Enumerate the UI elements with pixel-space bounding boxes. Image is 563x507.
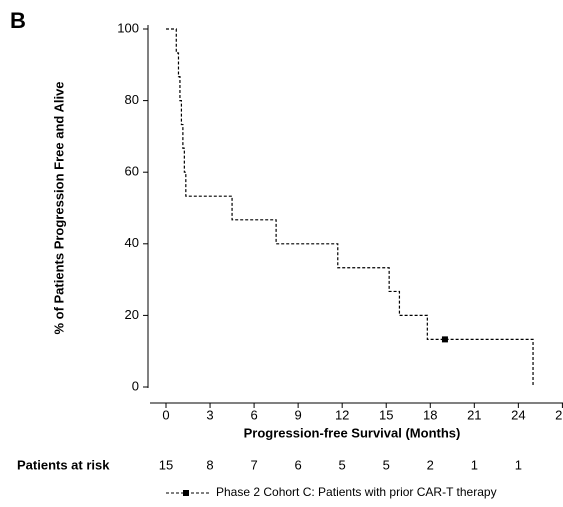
at-risk-count: 8 [206, 457, 213, 472]
at-risk-count: 1 [515, 457, 522, 472]
x-tick-label: 6 [250, 407, 257, 422]
x-tick-label: 27 [555, 407, 563, 422]
x-tick-label: 18 [423, 407, 437, 422]
y-tick-label: 20 [125, 307, 139, 322]
x-tick-label: 3 [206, 407, 213, 422]
at-risk-count: 7 [250, 457, 257, 472]
censor-mark [441, 336, 448, 343]
at-risk-count: 6 [295, 457, 302, 472]
at-risk-count: 15 [159, 457, 173, 472]
y-tick-label: 60 [125, 164, 139, 179]
legend-marker [183, 490, 189, 496]
panel-label: B [10, 8, 26, 33]
at-risk-count: 2 [427, 457, 434, 472]
y-tick-label: 40 [125, 235, 139, 250]
x-tick-label: 21 [467, 407, 481, 422]
at-risk-count: 5 [339, 457, 346, 472]
legend-label: Phase 2 Cohort C: Patients with prior CA… [216, 485, 497, 499]
survival-curve [166, 28, 534, 387]
x-tick-label: 15 [379, 407, 393, 422]
x-tick-label: 9 [295, 407, 302, 422]
x-tick-label: 12 [335, 407, 349, 422]
x-tick-label: 24 [511, 407, 525, 422]
y-tick-label: 80 [125, 92, 139, 107]
y-axis-title: % of Patients Progression Free and Alive [51, 81, 66, 334]
at-risk-count: 1 [471, 457, 478, 472]
at-risk-count: 5 [383, 457, 390, 472]
at-risk-label: Patients at risk [17, 457, 110, 472]
y-tick-label: 100 [117, 20, 139, 35]
x-axis-title: Progression-free Survival (Months) [244, 425, 461, 440]
y-tick-label: 0 [132, 378, 139, 393]
x-tick-label: 0 [162, 407, 169, 422]
